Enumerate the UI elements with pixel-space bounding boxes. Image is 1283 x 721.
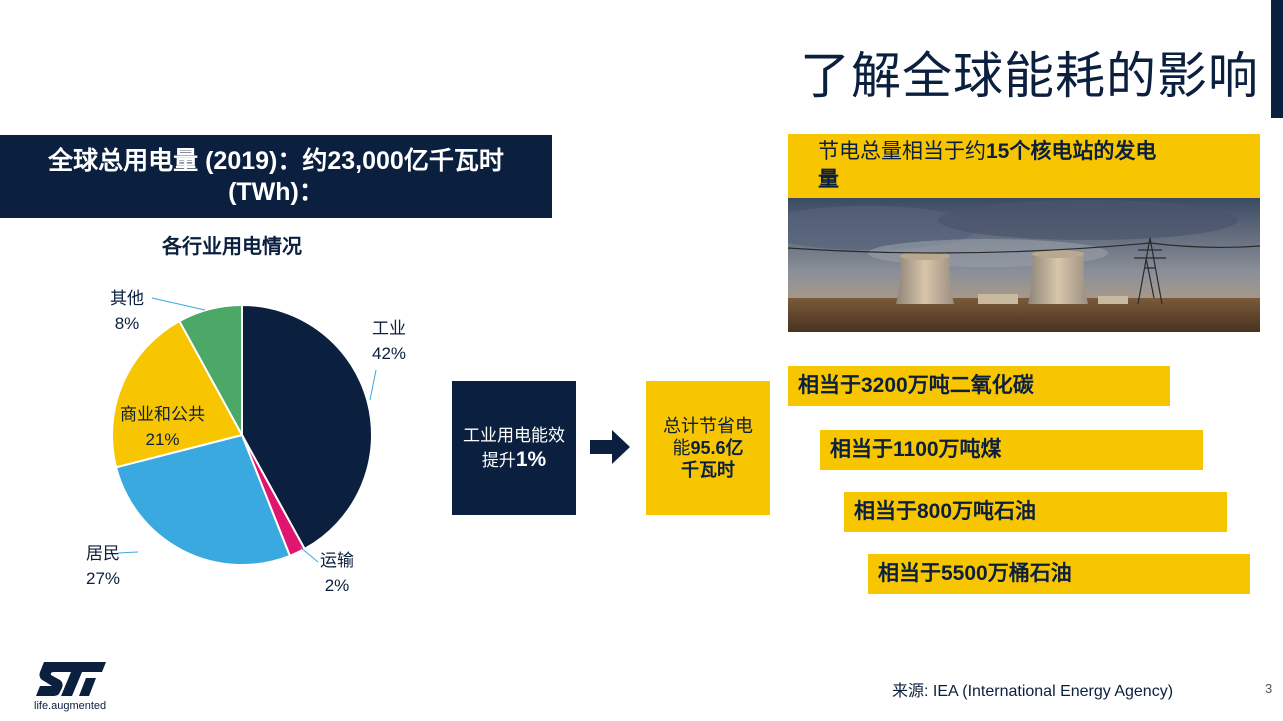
pie-chart	[111, 297, 377, 566]
savings-line-2: 能95.6亿	[672, 438, 744, 458]
nuclear-line-2: 量	[818, 168, 839, 191]
consumption-line-2: (TWh)：	[228, 178, 324, 206]
label-industry-name: 工业	[372, 319, 407, 338]
label-other-value: 8%	[114, 314, 140, 333]
label-other-name: 其他	[110, 289, 144, 308]
savings-value: 95.6亿	[690, 438, 744, 458]
efficiency-box: 工业用电能效 提升1%	[452, 381, 576, 515]
source-note: 来源: IEA (International Energy Agency)	[892, 683, 1174, 700]
label-commercial-name: 商业和公共	[120, 405, 205, 424]
equivalent-oil-tons: 相当于800万吨石油	[844, 492, 1227, 532]
leader-line	[299, 546, 319, 563]
efficiency-line-2: 提升1%	[481, 447, 547, 471]
nuclear-plant-photo	[788, 198, 1260, 332]
label-other: 其他 8%	[110, 286, 144, 336]
savings-line-1: 总计节省电	[663, 416, 753, 436]
page-title: 了解全球能耗的影响	[800, 48, 1259, 104]
pie-slice-residential	[114, 433, 292, 566]
savings-line-3: 千瓦时	[681, 460, 735, 480]
pie-slice-commercial	[111, 319, 244, 469]
pie-slice-other	[178, 303, 243, 436]
leader-line	[117, 551, 139, 554]
st-logo	[36, 662, 106, 696]
savings-box: 总计节省电 能95.6亿 千瓦时	[646, 381, 770, 515]
equivalent-oil-barrels: 相当于5500万桶石油	[868, 554, 1250, 594]
leader-line	[151, 297, 206, 311]
leader-line	[369, 369, 377, 401]
nuclear-bold: 15个核电站的发电	[986, 140, 1157, 163]
right-arrow-icon	[590, 430, 630, 464]
equivalent-coal: 相当于1100万吨煤	[820, 430, 1203, 470]
consumption-banner: 全球总用电量 (2019)：约23,000亿千瓦时 (TWh)：	[0, 135, 552, 218]
page-number: 3	[1265, 681, 1273, 696]
label-commercial: 商业和公共 21%	[120, 402, 205, 452]
label-commercial-value: 21%	[145, 430, 180, 449]
label-transport: 运输 2%	[320, 548, 354, 598]
consumption-line-1: 全球总用电量 (2019)：约23,000亿千瓦时	[48, 147, 504, 175]
label-residential: 居民 27%	[86, 541, 120, 591]
label-industry: 工业 42%	[372, 316, 406, 366]
efficiency-value: 1%	[515, 447, 547, 471]
label-transport-value: 2%	[324, 576, 350, 595]
label-industry-value: 42%	[372, 344, 407, 363]
label-transport-name: 运输	[320, 551, 354, 570]
label-residential-name: 居民	[86, 544, 121, 563]
label-residential-value: 27%	[86, 569, 121, 588]
nuclear-box: 节电总量相当于约15个核电站的发电 量	[788, 134, 1260, 198]
equivalent-co2: 相当于3200万吨二氧化碳	[788, 366, 1170, 406]
nuclear-prefix: 节电总量相当于约	[818, 140, 986, 163]
pie-slice-industry	[241, 303, 373, 551]
chart-title: 各行业用电情况	[162, 236, 302, 258]
tagline: life.augmented	[34, 700, 107, 712]
efficiency-line-1: 工业用电能效	[463, 425, 565, 445]
accent-bar	[1271, 0, 1283, 118]
